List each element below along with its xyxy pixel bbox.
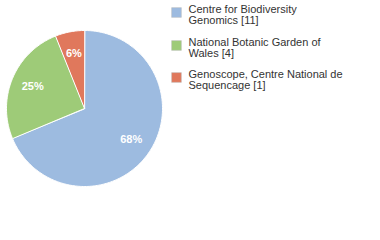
svg-text:6%: 6%	[66, 47, 82, 59]
svg-text:Centre for BiodiversityGenomic: Centre for BiodiversityGenomics [11]	[189, 3, 298, 26]
svg-text:Genoscope, Centre National deS: Genoscope, Centre National deSequencage …	[189, 68, 343, 91]
svg-text:National Botanic Garden ofWale: National Botanic Garden ofWales [4]	[189, 36, 322, 59]
svg-text:68%: 68%	[120, 133, 142, 145]
svg-text:25%: 25%	[22, 80, 44, 92]
